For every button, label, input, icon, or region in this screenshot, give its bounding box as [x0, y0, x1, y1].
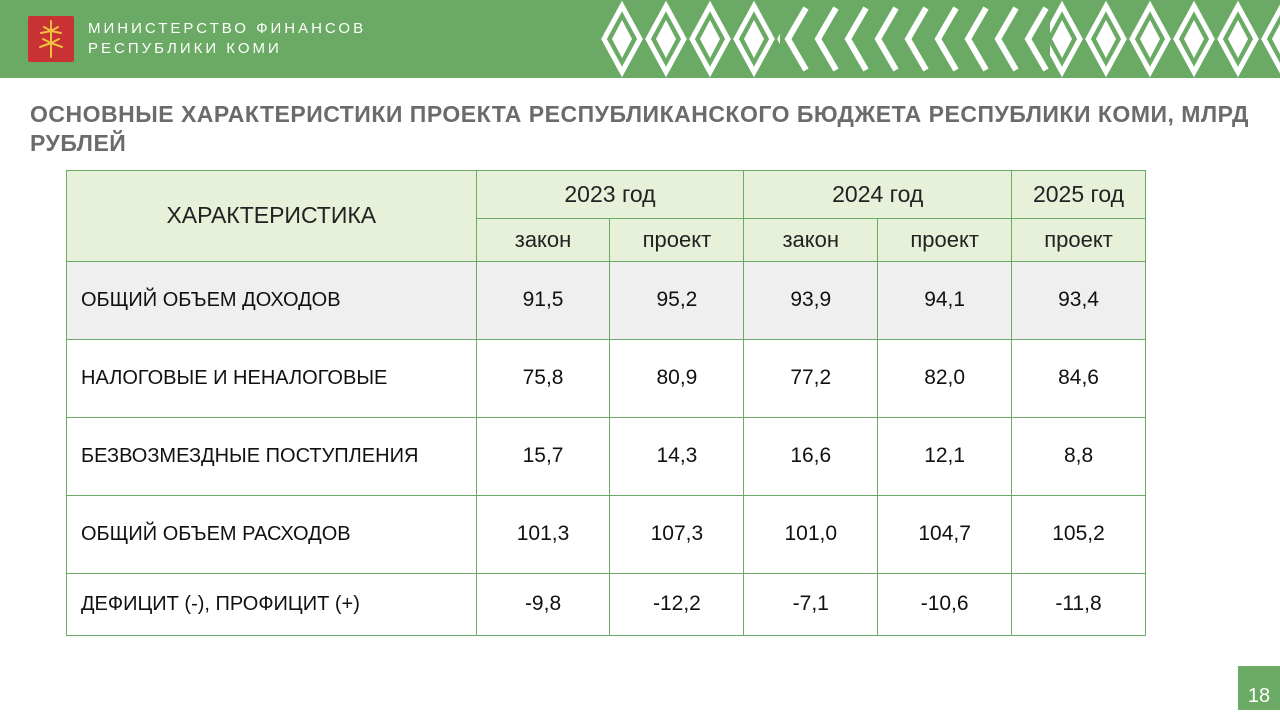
row-label: НАЛОГОВЫЕ И НЕНАЛОГОВЫЕ: [67, 339, 477, 417]
cell-value: 80,9: [610, 339, 744, 417]
table-row: НАЛОГОВЫЕ И НЕНАЛОГОВЫЕ75,880,977,282,08…: [67, 339, 1146, 417]
org-line1: МИНИСТЕРСТВО ФИНАНСОВ: [88, 19, 366, 39]
row-label: ОБЩИЙ ОБЪЕМ ДОХОДОВ: [67, 261, 477, 339]
cell-value: 14,3: [610, 417, 744, 495]
row-label: ОБЩИЙ ОБЪЕМ РАСХОДОВ: [67, 495, 477, 573]
cell-value: -12,2: [610, 573, 744, 635]
cell-value: -9,8: [476, 573, 610, 635]
cell-value: 95,2: [610, 261, 744, 339]
cell-value: 16,6: [744, 417, 878, 495]
budget-table: ХАРАКТЕРИСТИКА 2023 год 2024 год 2025 го…: [66, 170, 1146, 636]
slide-title: ОСНОВНЫЕ ХАРАКТЕРИСТИКИ ПРОЕКТА РЕСПУБЛИ…: [30, 100, 1280, 158]
subheader: закон: [476, 218, 610, 261]
subheader: закон: [744, 218, 878, 261]
cell-value: 82,0: [878, 339, 1012, 417]
table-row: БЕЗВОЗМЕЗДНЫЕ ПОСТУПЛЕНИЯ15,714,316,612,…: [67, 417, 1146, 495]
table-row: ОБЩИЙ ОБЪЕМ РАСХОДОВ101,3107,3101,0104,7…: [67, 495, 1146, 573]
cell-value: -10,6: [878, 573, 1012, 635]
cell-value: 101,0: [744, 495, 878, 573]
cell-value: 93,9: [744, 261, 878, 339]
col-header-2023: 2023 год: [476, 170, 744, 218]
cell-value: 104,7: [878, 495, 1012, 573]
subheader: проект: [1012, 218, 1146, 261]
cell-value: 12,1: [878, 417, 1012, 495]
row-label: ДЕФИЦИТ (-), ПРОФИЦИТ (+): [67, 573, 477, 635]
row-label: БЕЗВОЗМЕЗДНЫЕ ПОСТУПЛЕНИЯ: [67, 417, 477, 495]
cell-value: 107,3: [610, 495, 744, 573]
cell-value: 77,2: [744, 339, 878, 417]
cell-value: -11,8: [1012, 573, 1146, 635]
col-header-2025: 2025 год: [1012, 170, 1146, 218]
cell-value: 15,7: [476, 417, 610, 495]
cell-value: 8,8: [1012, 417, 1146, 495]
cell-value: 75,8: [476, 339, 610, 417]
subheader: проект: [610, 218, 744, 261]
org-name: МИНИСТЕРСТВО ФИНАНСОВ РЕСПУБЛИКИ КОМИ: [88, 19, 366, 60]
cell-value: 91,5: [476, 261, 610, 339]
ornament-pattern: [600, 0, 1280, 78]
cell-value: 101,3: [476, 495, 610, 573]
col-header-characteristic: ХАРАКТЕРИСТИКА: [67, 170, 477, 261]
subheader: проект: [878, 218, 1012, 261]
table-row: ОБЩИЙ ОБЪЕМ ДОХОДОВ91,595,293,994,193,4: [67, 261, 1146, 339]
cell-value: 105,2: [1012, 495, 1146, 573]
org-line2: РЕСПУБЛИКИ КОМИ: [88, 39, 366, 59]
page-number: 18: [1238, 666, 1280, 710]
emblem-icon: [28, 16, 74, 62]
cell-value: 94,1: [878, 261, 1012, 339]
slide-header: МИНИСТЕРСТВО ФИНАНСОВ РЕСПУБЛИКИ КОМИ: [0, 0, 1280, 78]
cell-value: 93,4: [1012, 261, 1146, 339]
cell-value: 84,6: [1012, 339, 1146, 417]
cell-value: -7,1: [744, 573, 878, 635]
col-header-2024: 2024 год: [744, 170, 1012, 218]
table-row: ДЕФИЦИТ (-), ПРОФИЦИТ (+)-9,8-12,2-7,1-1…: [67, 573, 1146, 635]
